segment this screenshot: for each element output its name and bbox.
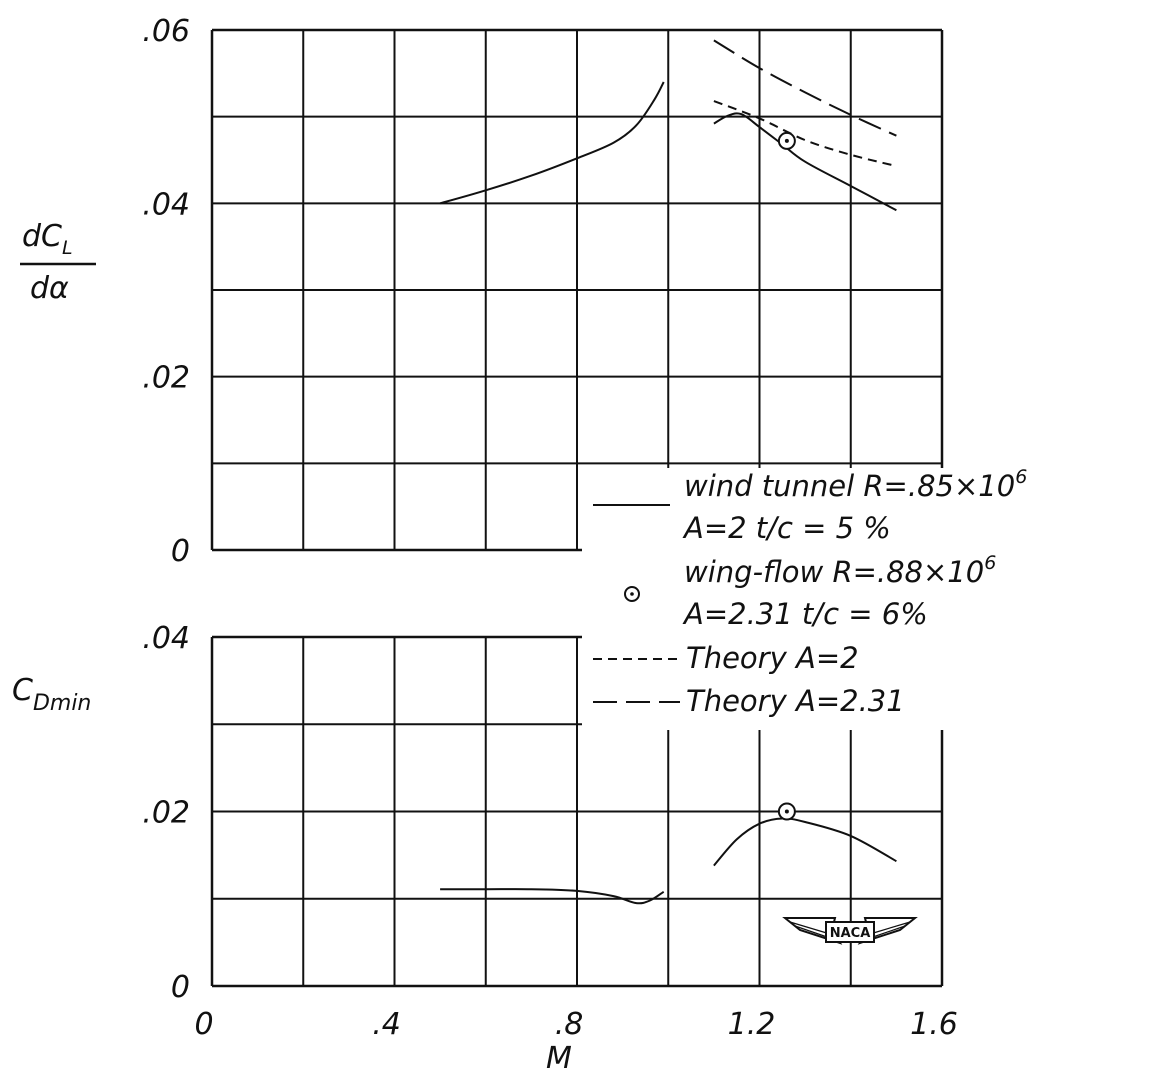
top-series: [439, 39, 897, 212]
bottom-series: [440, 802, 897, 905]
legend-swatch-marker-dot: [630, 592, 634, 596]
top-series-longdash-3: [713, 39, 897, 137]
top-series-solid-1: [713, 112, 897, 212]
naca-logo: NACA: [782, 917, 918, 945]
x-tick-label: .4: [372, 1007, 401, 1042]
top-ylabel-numerator: dCL: [22, 219, 73, 259]
naca-logo-box: [825, 921, 875, 943]
legend-label-theory-a2: Theory A=2: [686, 641, 859, 675]
bottom-wing-flow-point-dot: [784, 809, 789, 814]
top-y-tick-label: 0: [171, 534, 190, 569]
bottom-y-axis-label: CDmin: [12, 673, 91, 716]
legend-label-theory-a231: Theory A=2.31: [686, 684, 905, 718]
top-y-axis-label: dCL dα: [20, 219, 96, 306]
top-wing-flow-point-dot: [784, 138, 789, 143]
bottom-y-tick-label: 0: [171, 970, 190, 1005]
x-axis-label: M: [546, 1041, 572, 1076]
bottom-y-tick-label: .04: [142, 621, 190, 656]
legend-sub-wind-tunnel: A=2 t/c = 5 %: [682, 511, 891, 545]
x-tick-label: 0: [194, 1007, 213, 1042]
drag-panel: 0 .02 .04 0 .4 .8 1.2 1.6 CDmin M: [12, 621, 958, 1076]
bottom-grid: [210, 635, 944, 988]
legend-label-wing-flow: wing-flow R=.88×106: [684, 552, 996, 589]
legend-entry-wind-tunnel: wind tunnel R=.85×106 A=2 t/c = 5 %: [593, 466, 1027, 545]
naca-logo-text: NACA: [830, 926, 871, 941]
top-y-tick-labels: 0 .02 .04 .06: [142, 14, 190, 569]
top-y-tick-label: .06: [142, 14, 190, 49]
legend-entry-theory-a2: Theory A=2: [593, 641, 859, 675]
top-y-tick-label: .04: [142, 187, 190, 222]
bottom-series-solid-0: [440, 888, 665, 905]
top-y-tick-label: .02: [142, 361, 190, 396]
naca-logo-left-feathers: [789, 921, 831, 939]
x-tick-label: 1.6: [910, 1007, 958, 1042]
x-tick-label: .8: [555, 1007, 584, 1042]
legend-entry-wing-flow: wing-flow R=.88×106 A=2.31 t/c = 6%: [624, 552, 996, 631]
top-series-dashed-2: [713, 100, 897, 168]
naca-logo-right-feathers: [869, 921, 911, 939]
top-ylabel-denominator: dα: [30, 271, 69, 306]
top-series-solid-0: [439, 81, 665, 205]
legend: wind tunnel R=.85×106 A=2 t/c = 5 % wing…: [582, 466, 1142, 730]
bottom-y-tick-labels: 0 .02 .04: [142, 621, 190, 1005]
legend-label-wind-tunnel: wind tunnel R=.85×106: [684, 466, 1027, 503]
bottom-y-tick-label: .02: [142, 796, 190, 831]
x-tick-label: 1.2: [728, 1007, 776, 1042]
lift-slope-panel: 0 .02 .04 .06 dCL dα: [20, 14, 944, 569]
legend-swatch-marker: [624, 586, 640, 602]
bottom-series-solid-1: [713, 817, 897, 867]
x-tick-labels: 0 .4 .8 1.2 1.6: [194, 1007, 957, 1042]
legend-sub-wing-flow: A=2.31 t/c = 6%: [682, 597, 928, 631]
legend-entry-theory-a231: Theory A=2.31: [593, 684, 905, 718]
legend-background: [582, 468, 1142, 730]
